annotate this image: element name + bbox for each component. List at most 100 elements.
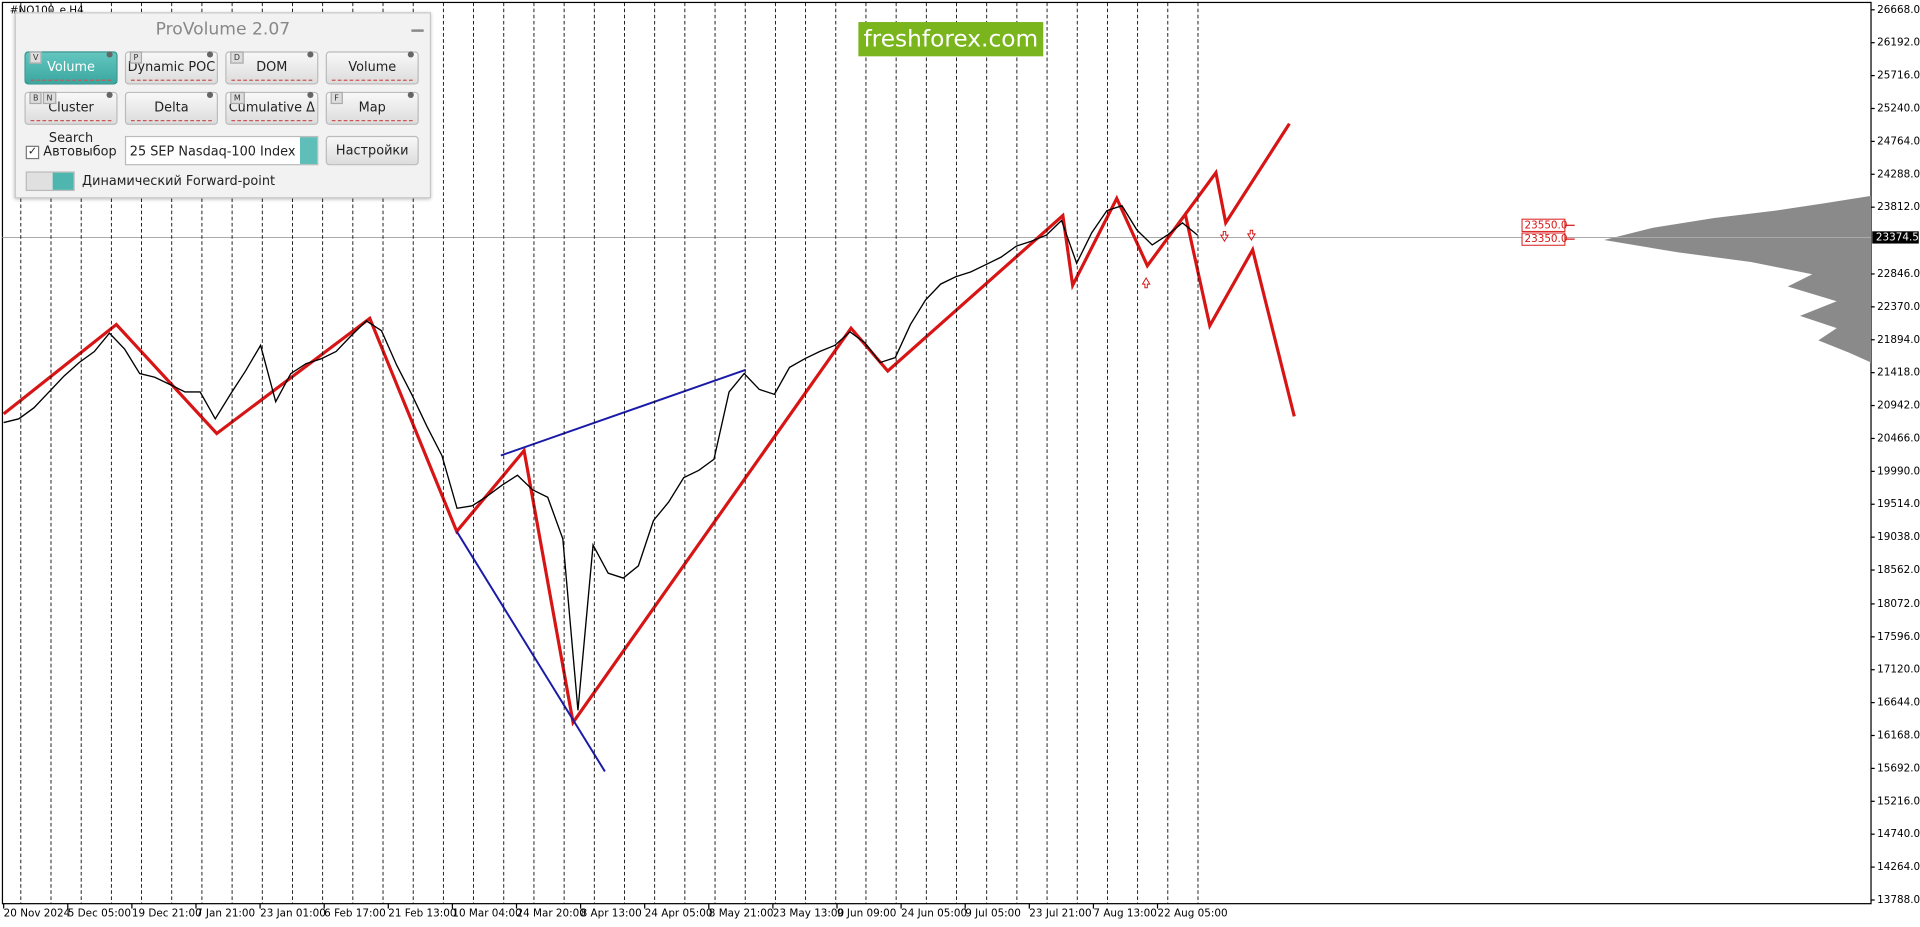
tool-button[interactable]: Dynamic POC P bbox=[124, 51, 218, 85]
hotkey: B bbox=[29, 91, 43, 105]
y-tick-label: 21894.0 bbox=[1877, 334, 1920, 346]
arrow-down bbox=[1246, 229, 1256, 241]
indicator-strip bbox=[331, 120, 413, 122]
y-tick-label: 22846.0 bbox=[1877, 268, 1920, 280]
y-tick-label: 23812.0 bbox=[1877, 201, 1920, 213]
y-tick-label: 24288.0 bbox=[1877, 168, 1920, 180]
y-tick-label: 15692.0 bbox=[1877, 762, 1920, 774]
x-tick-label: 23 Jul 21:00 bbox=[1029, 907, 1091, 919]
y-tick-label: 20466.0 bbox=[1877, 432, 1920, 444]
settings-button[interactable]: Настройки bbox=[325, 135, 419, 166]
y-tick-label: 25240.0 bbox=[1877, 102, 1920, 114]
x-tick-label: 22 Aug 05:00 bbox=[1158, 907, 1228, 919]
y-tick-label: 14740.0 bbox=[1877, 828, 1920, 840]
x-tick-label: 23 May 13:00 bbox=[773, 907, 844, 919]
y-tick-label: 19514.0 bbox=[1877, 498, 1920, 510]
y-tick-label: 21418.0 bbox=[1877, 367, 1920, 379]
trend-line bbox=[455, 530, 606, 772]
gear-icon[interactable] bbox=[307, 91, 314, 98]
tool-button[interactable]: Map F bbox=[325, 91, 419, 125]
button-label: Volume bbox=[348, 60, 397, 75]
auto-select-checkbox[interactable]: ✓ Автовыбор bbox=[25, 144, 117, 160]
x-tick-label: 19 Dec 21:00 bbox=[132, 907, 202, 919]
x-tick-label: 21 Feb 13:00 bbox=[388, 907, 456, 919]
level-box bbox=[1521, 218, 1566, 232]
y-tick-label: 26192.0 bbox=[1877, 37, 1920, 49]
button-label: Dynamic POC bbox=[127, 60, 216, 75]
y-tick-label: 26668.0 bbox=[1877, 4, 1920, 16]
logo: freshforex.com bbox=[858, 22, 1044, 57]
panel-title: ProVolume 2.07 bbox=[155, 19, 291, 40]
indicator-strip bbox=[331, 79, 413, 81]
x-tick-label: 24 Jun 05:00 bbox=[901, 907, 967, 919]
x-tick-label: 10 Mar 04:00 bbox=[452, 907, 521, 919]
forward-point-toggle[interactable]: Динамический Forward-point bbox=[25, 171, 276, 192]
hotkey: F bbox=[330, 91, 343, 105]
button-label: Cluster Search bbox=[48, 100, 94, 146]
y-tick-label: 14264.0 bbox=[1877, 861, 1920, 873]
tool-button[interactable]: Volume ProfileV bbox=[24, 51, 118, 105]
button-label: DOM bbox=[256, 60, 288, 75]
x-tick-label: 24 Mar 20:00 bbox=[516, 907, 585, 919]
button-label: Cumulative Δ bbox=[228, 100, 315, 116]
minimize-button[interactable] bbox=[411, 29, 424, 32]
y-tick-label: 19990.0 bbox=[1877, 465, 1920, 477]
gear-icon[interactable] bbox=[407, 51, 414, 58]
hotkey: D bbox=[230, 51, 244, 64]
gear-icon[interactable] bbox=[407, 91, 414, 98]
indicator-strip bbox=[231, 120, 313, 122]
price-line bbox=[3, 204, 1198, 711]
provolume-panel: ProVolume 2.07 Volume ProfileVDynamic PO… bbox=[14, 12, 432, 199]
y-tick-label: 16168.0 bbox=[1877, 730, 1920, 742]
x-tick-label: 9 Jun 09:00 bbox=[837, 907, 896, 919]
level-label: 23550.0 bbox=[1524, 219, 1567, 231]
instrument-select[interactable]: 25 SEP Nasdaq-100 Index bbox=[124, 135, 319, 166]
y-tick-label: 19038.0 bbox=[1877, 531, 1920, 543]
y-tick-label: 20942.0 bbox=[1877, 400, 1920, 412]
y-tick-label: 17596.0 bbox=[1877, 631, 1920, 643]
level-label: 23350.0 bbox=[1524, 233, 1567, 245]
indicator-strip bbox=[30, 120, 112, 122]
x-tick-label: 8 Apr 13:00 bbox=[581, 907, 642, 919]
instrument-text: 25 SEP Nasdaq-100 Index bbox=[129, 144, 296, 160]
x-tick-label: 7 Aug 13:00 bbox=[1093, 907, 1156, 919]
tool-button[interactable]: Cluster Search B N bbox=[24, 91, 118, 146]
hotkey: N bbox=[42, 91, 57, 105]
gear-icon[interactable] bbox=[106, 91, 113, 98]
zigzag-projection bbox=[2, 194, 1296, 727]
indicator-strip bbox=[231, 79, 313, 81]
x-tick-label: 20 Nov 2024 bbox=[4, 907, 71, 919]
tool-button[interactable]: DOM D bbox=[225, 51, 319, 85]
toggle-label: Динамический Forward-point bbox=[82, 173, 276, 189]
gear-icon[interactable] bbox=[106, 51, 113, 58]
x-tick-label: 23 Jan 01:00 bbox=[260, 907, 326, 919]
gear-icon[interactable] bbox=[206, 91, 214, 98]
level-box bbox=[1521, 232, 1566, 246]
checkbox-label: Автовыбор bbox=[43, 144, 117, 160]
x-tick-label: 7 Jan 21:00 bbox=[196, 907, 255, 919]
tool-button[interactable]: Delta bbox=[124, 91, 218, 125]
x-tick-label: 6 Feb 17:00 bbox=[324, 907, 386, 919]
y-tick-label: 16644.0 bbox=[1877, 697, 1920, 709]
gear-icon[interactable] bbox=[206, 51, 214, 58]
x-tick-label: 8 May 21:00 bbox=[709, 907, 774, 919]
arrow-down bbox=[1219, 230, 1230, 243]
trend-line bbox=[500, 368, 747, 457]
y-tick-label: 18562.0 bbox=[1877, 564, 1920, 576]
zigzag-projection-upper bbox=[1184, 122, 1291, 228]
y-tick-label: 18072.0 bbox=[1877, 598, 1920, 610]
y-tick-label: 13788.0 bbox=[1877, 894, 1920, 906]
tool-button[interactable]: Volume bbox=[325, 51, 419, 85]
indicator-strip bbox=[131, 79, 212, 81]
hotkey: P bbox=[129, 51, 142, 64]
hotkey: M bbox=[230, 91, 245, 105]
gear-icon[interactable] bbox=[307, 51, 314, 58]
x-tick-label: 9 Jul 05:00 bbox=[965, 907, 1021, 919]
current-price-label: 23374.5 bbox=[1876, 231, 1919, 243]
arrow-up bbox=[1141, 277, 1151, 289]
y-tick-label: 25716.0 bbox=[1877, 70, 1920, 82]
button-label: Delta bbox=[154, 100, 189, 116]
